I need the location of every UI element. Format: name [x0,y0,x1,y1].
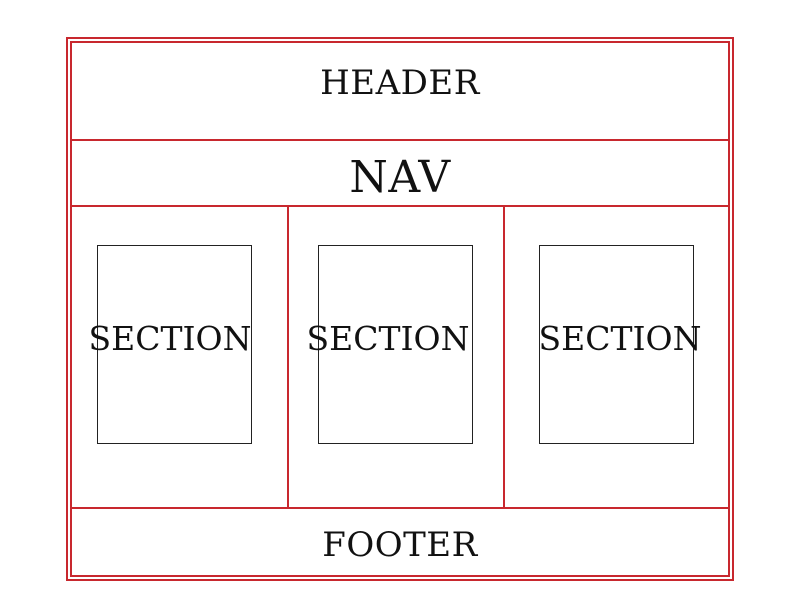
section-label-1: SECTION [88,318,252,358]
page-frame-inner [70,41,730,577]
nav-label: NAV [349,151,451,203]
content-column-divider-1 [287,206,289,509]
page-frame-outer [66,37,734,581]
content-footer-divider [70,507,730,509]
section-label-2: SECTION [306,318,470,358]
section-box-3 [539,245,694,444]
header-nav-divider [70,139,730,141]
header-label: HEADER [320,63,480,103]
footer-label: FOOTER [322,525,478,565]
section-box-2 [318,245,473,444]
content-column-divider-2 [503,206,505,509]
section-box-1 [97,245,252,444]
nav-content-divider [70,205,730,207]
section-label-3: SECTION [538,318,702,358]
